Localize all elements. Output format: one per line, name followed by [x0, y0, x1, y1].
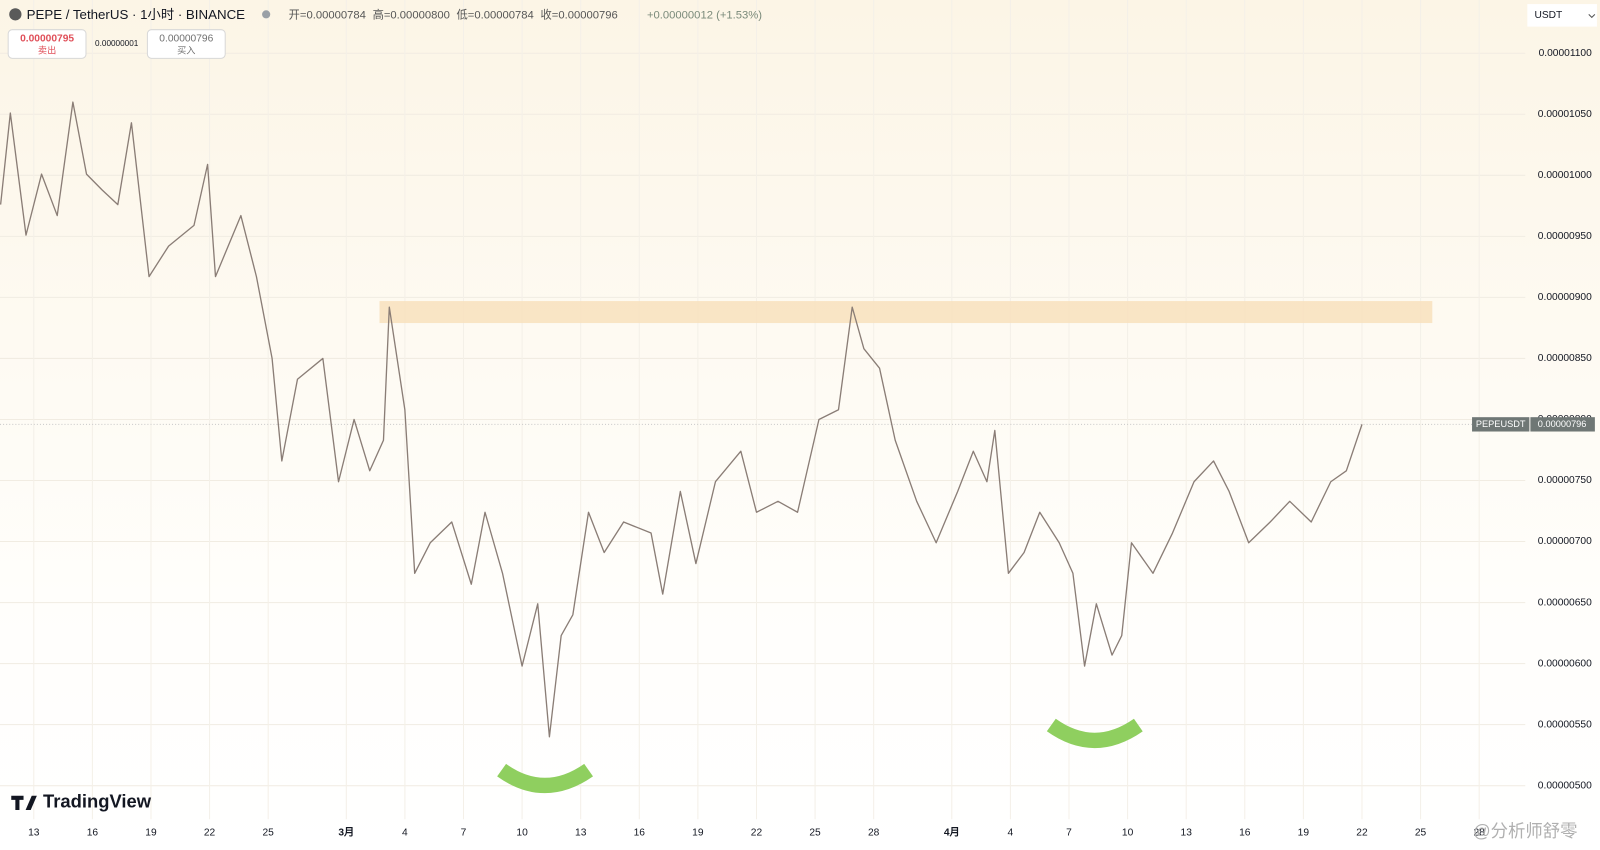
bottom-arc [497, 763, 594, 794]
y-tick-label: 0.00000950 [1538, 231, 1592, 242]
grid [0, 0, 1526, 820]
bottom-arc [1046, 718, 1143, 748]
axes: 0.00000500 0.00000550 0.00000600 0.00000650… [28, 48, 1595, 838]
currency-select[interactable] [1527, 4, 1597, 27]
x-tick-label: 10 [516, 827, 528, 838]
x-tick-label: 13 [575, 827, 587, 838]
sell-price: 0.00000795 [20, 34, 74, 45]
sell-label: 卖出 [38, 45, 56, 56]
ohlc-item: 开=0.00000784 [289, 9, 366, 21]
x-tick-label: 25 [262, 827, 274, 838]
price-line-series [0, 101, 1363, 738]
price-tag-bg [1530, 417, 1595, 432]
y-tick-label: 0.00000500 [1538, 780, 1592, 791]
brand: TradingView [43, 791, 152, 812]
spread: 0.00000001 [95, 39, 139, 48]
sell-button[interactable] [7, 29, 87, 59]
plot-area [0, 101, 1473, 738]
x-tick-label: 19 [145, 827, 157, 838]
x-tick-label: 19 [692, 827, 704, 838]
x-tick-label: 3月 [338, 826, 354, 838]
watermark: @分析师舒零 [1473, 821, 1578, 841]
buy-button[interactable] [146, 29, 226, 59]
buy-label: 买入 [177, 46, 195, 56]
status-dot [262, 10, 271, 19]
ohlc-item: 收=0.00000796 [540, 7, 617, 21]
y-tick-label: 0.00000700 [1538, 536, 1592, 547]
x-tick-label: 28 [868, 827, 880, 838]
y-tick-label: 0.00000650 [1538, 597, 1592, 608]
x-tick-label: 4月 [944, 826, 960, 838]
y-tick-label: 0.00001050 [1538, 109, 1592, 120]
brand-logo [11, 795, 37, 811]
x-tick-label: 22 [204, 827, 216, 838]
y-tick-label: 0.00000550 [1538, 719, 1592, 730]
dropdown-arrow [1588, 13, 1596, 19]
ohlc-item: 低=0.00000784 [457, 8, 534, 21]
y-tick-label: 0.00000750 [1538, 475, 1592, 486]
y-tick-label: 0.00000900 [1538, 292, 1592, 303]
x-tick-label: 7 [1066, 827, 1072, 838]
symbol-title[interactable]: PEPE / TetherUS · 1小时 · BINANCE [27, 7, 246, 22]
resistance-zone [379, 301, 1433, 324]
buy-price: 0.00000796 [159, 34, 213, 45]
price-tag-name: PEPEUSDT [1476, 419, 1526, 429]
y-tick-label: 0.00001000 [1538, 170, 1592, 181]
ohlc: 开=0.00000784 高=0.00000800 低=0.00000784 收=0.… [289, 7, 618, 21]
x-tick-label: 16 [1239, 827, 1251, 838]
x-tick-label: 7 [461, 827, 467, 838]
ohlc-item: 高=0.00000800 [373, 7, 450, 21]
x-tick-label: 13 [1181, 827, 1193, 838]
x-tick-label: 22 [1356, 827, 1368, 838]
x-tick-label: 25 [809, 827, 821, 838]
x-tick-label: 4 [1008, 827, 1014, 838]
symbol-icon [9, 8, 22, 21]
y-tick-label: 0.00001100 [1539, 48, 1593, 59]
x-tick-label: 16 [634, 827, 646, 838]
y-tick-label: 0.00000600 [1538, 658, 1592, 669]
x-tick-label: 4 [402, 827, 408, 838]
price-tag-name-bg [1472, 417, 1530, 432]
x-tick-label: 25 [1415, 827, 1427, 838]
currency: USDT [1534, 10, 1562, 21]
change: +0.00000012 (+1.53%) [647, 9, 762, 21]
price-tag: 0.00000796 [1538, 419, 1587, 429]
x-tick-label: 22 [751, 827, 763, 838]
x-tick-label: 16 [87, 827, 99, 838]
x-tick-label: 19 [1298, 827, 1310, 838]
x-tick-label: 28 [1473, 827, 1485, 838]
x-tick-label: 10 [1122, 827, 1134, 838]
x-tick-label: 13 [28, 827, 40, 838]
y-tick-label: 0.00000850 [1538, 353, 1592, 364]
